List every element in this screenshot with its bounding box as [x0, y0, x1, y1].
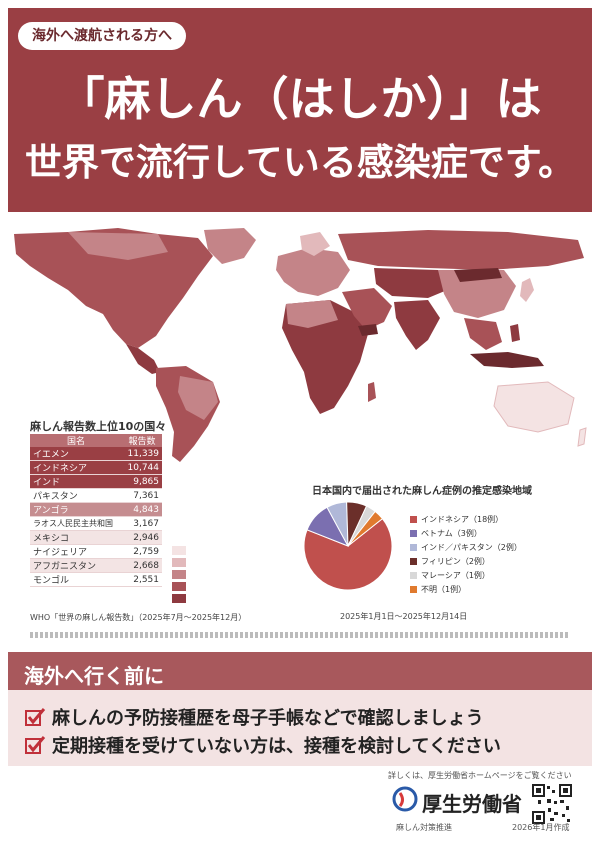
- pie-legend-swatch: [410, 530, 417, 537]
- footer-note: 詳しくは、厚生労働省ホームページをご覧ください: [388, 771, 572, 780]
- map-japan: [520, 278, 534, 302]
- world-map: [14, 228, 587, 462]
- pie-title: 日本国内で届出された麻しん症例の推定感染地域: [312, 486, 532, 497]
- pie-legend-item: インドネシア（18例）: [410, 514, 503, 525]
- map-middle-east: [342, 288, 392, 330]
- pie-chart: [303, 501, 393, 591]
- pie-legend-swatch: [410, 516, 417, 523]
- pie-slice-6: [347, 510, 384, 547]
- pie-legend-item: インド／パキスタン（2例）: [410, 542, 522, 553]
- map-europe: [276, 248, 350, 296]
- pie-legend-item: 不明（1例）: [410, 584, 466, 595]
- headline-line-1: 「麻しん（はしか）」は: [58, 72, 542, 126]
- fine-print-line: [30, 632, 570, 638]
- table-row: モンゴル 2,551: [30, 572, 162, 587]
- map-brazil: [178, 376, 218, 420]
- map-madagascar: [368, 382, 376, 402]
- map-canada-north: [68, 232, 168, 260]
- map-russia: [338, 230, 584, 270]
- map-africa: [282, 300, 368, 414]
- map-yemen: [358, 324, 378, 336]
- table-row: インドネシア 10,744: [30, 460, 162, 475]
- table-row: ナイジェリア 2,759: [30, 544, 162, 559]
- pie-legend-item: ベトナム（3例）: [410, 528, 482, 539]
- map-legend-row: [172, 570, 267, 581]
- pie-legend-item: フィリピン（2例）: [410, 556, 490, 567]
- map-australia: [493, 381, 575, 433]
- pie-legend-swatch: [410, 558, 417, 565]
- map-greenland: [204, 228, 256, 264]
- map-south-asia: [394, 300, 440, 350]
- map-legend-row: [172, 594, 267, 605]
- pie-slice-1: [303, 517, 393, 591]
- ministry-logo-icon: [392, 786, 418, 812]
- map-legend-row: [172, 558, 267, 569]
- map-indonesia: [470, 352, 544, 368]
- map-mongolia: [454, 268, 502, 282]
- top10-table: 国名 報告数 イエメン 11,339 インドネシア 10,744 インド 9,865 …: [30, 434, 162, 587]
- top10-title: 麻しん報告数上位10の国々: [30, 420, 167, 433]
- qr-code-icon[interactable]: [532, 784, 572, 824]
- map-philippines: [510, 324, 520, 342]
- map-new-zealand: [577, 427, 587, 447]
- table-row: ラオス人民民主共和国 3,167: [30, 516, 162, 531]
- audience-tag: 海外へ渡航される方へ: [18, 22, 186, 50]
- travel-advice-header: [8, 652, 592, 690]
- footer-date: 2026年1月作成: [512, 823, 570, 832]
- map-north-africa: [286, 300, 338, 328]
- advice-item: 定期接種を受けていない方は、接種を検討してください: [24, 732, 501, 758]
- col-country: 国名: [30, 434, 122, 447]
- map-southeast-asia: [464, 318, 502, 350]
- source-note: WHO「世界の麻しん報告数」（2025年7月〜2025年12月）: [30, 613, 247, 622]
- table-row: アンゴラ 4,843: [30, 502, 162, 517]
- checkbox-icon: [25, 708, 46, 726]
- map-central-asia: [374, 268, 452, 298]
- checkbox-icon: [25, 736, 46, 754]
- table-row: メキシコ 2,946: [30, 530, 162, 545]
- pie-legend-swatch: [410, 586, 417, 593]
- table-row: イエメン 11,339: [30, 447, 162, 461]
- footer-left-text: 麻しん対策推進: [396, 823, 452, 832]
- map-scandinavia: [300, 232, 330, 256]
- col-count: 報告数: [121, 434, 162, 447]
- map-china: [438, 270, 516, 318]
- map-north-america: [14, 228, 213, 348]
- pie-legend-swatch: [410, 544, 417, 551]
- pie-legend-item: マレーシア（1例）: [410, 570, 490, 581]
- travel-advice-title: 海外へ行く前に: [24, 664, 164, 688]
- table-row: インド 9,865: [30, 474, 162, 489]
- map-legend-row: [172, 582, 267, 593]
- map-legend-row: [172, 546, 267, 557]
- period-note: 2025年1月1日〜2025年12月14日: [340, 612, 468, 621]
- table-row: アフガニスタン 2,668: [30, 558, 162, 573]
- pie-legend-swatch: [410, 572, 417, 579]
- table-row: パキスタン 7,361: [30, 488, 162, 503]
- headline-line-2: 世界で流行している感染症です。: [24, 141, 576, 184]
- map-central-america: [126, 344, 160, 374]
- ministry-name: 厚生労働省: [422, 792, 522, 816]
- advice-item: 麻しんの予防接種歴を母子手帳などで確認しましょう: [24, 704, 484, 730]
